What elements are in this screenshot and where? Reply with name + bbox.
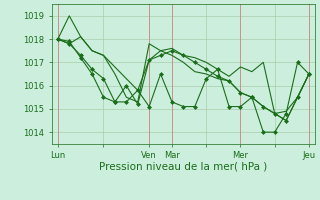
X-axis label: Pression niveau de la mer( hPa ): Pression niveau de la mer( hPa ) <box>99 162 268 172</box>
